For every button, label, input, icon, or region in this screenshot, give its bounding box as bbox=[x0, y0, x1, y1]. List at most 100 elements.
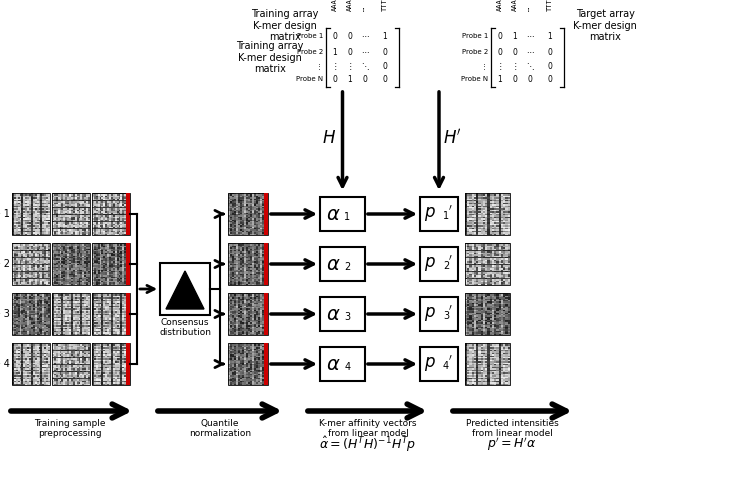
Text: 1: 1 bbox=[332, 47, 338, 57]
Bar bbox=[52, 243, 90, 285]
Bar bbox=[420, 297, 458, 331]
Text: Quantile
normalization: Quantile normalization bbox=[189, 419, 251, 438]
Bar bbox=[320, 347, 365, 381]
Text: Probe N: Probe N bbox=[461, 76, 488, 82]
Bar bbox=[52, 343, 90, 385]
Bar bbox=[420, 197, 458, 231]
Bar bbox=[228, 243, 268, 285]
Text: 2: 2 bbox=[344, 262, 351, 272]
Bar bbox=[126, 343, 130, 385]
Bar bbox=[228, 343, 268, 385]
Text: 0: 0 bbox=[498, 47, 502, 57]
Text: 0: 0 bbox=[513, 75, 517, 83]
Text: ⋯: ⋯ bbox=[361, 47, 369, 57]
Text: $p$: $p$ bbox=[424, 355, 436, 373]
Text: ⋯: ⋯ bbox=[526, 32, 533, 41]
Text: Consensus
distribution: Consensus distribution bbox=[159, 318, 211, 337]
Text: $p$: $p$ bbox=[424, 205, 436, 223]
Text: $'$: $'$ bbox=[448, 204, 453, 218]
Bar bbox=[465, 193, 510, 235]
Text: ⋯: ⋯ bbox=[527, 7, 533, 11]
Bar bbox=[92, 243, 130, 285]
Text: $\alpha$: $\alpha$ bbox=[326, 205, 341, 224]
Text: AAAA: AAAA bbox=[332, 0, 338, 11]
Text: 0: 0 bbox=[383, 75, 387, 83]
Text: Sample 1: Sample 1 bbox=[0, 209, 10, 219]
Text: ⋯: ⋯ bbox=[526, 47, 533, 57]
Text: ⋮: ⋮ bbox=[316, 63, 323, 69]
Text: AAAC: AAAC bbox=[512, 0, 518, 11]
Text: AAAA: AAAA bbox=[497, 0, 503, 11]
Text: Training array
K-mer design
matrix: Training array K-mer design matrix bbox=[236, 41, 303, 74]
Bar bbox=[228, 293, 268, 335]
Bar bbox=[420, 247, 458, 281]
Text: 1: 1 bbox=[344, 212, 350, 222]
Bar bbox=[320, 247, 365, 281]
Bar bbox=[12, 243, 50, 285]
Text: 1: 1 bbox=[443, 211, 449, 221]
Text: ⋯: ⋯ bbox=[362, 7, 368, 11]
Text: ⋱: ⋱ bbox=[361, 61, 369, 70]
Text: $p' = H'\alpha$: $p' = H'\alpha$ bbox=[487, 435, 537, 453]
Text: Training array
K-mer design
matrix: Training array K-mer design matrix bbox=[252, 9, 318, 42]
Bar bbox=[126, 293, 130, 335]
Text: K-mer affinity vectors
from linear model: K-mer affinity vectors from linear model bbox=[319, 419, 417, 438]
Text: Probe 1: Probe 1 bbox=[297, 33, 323, 39]
Text: AAAC: AAAC bbox=[347, 0, 353, 11]
Bar bbox=[52, 193, 90, 235]
Text: 0: 0 bbox=[548, 61, 553, 70]
Text: 1: 1 bbox=[513, 32, 517, 41]
Text: 1: 1 bbox=[347, 75, 352, 83]
Text: $p$: $p$ bbox=[424, 305, 436, 323]
Bar bbox=[92, 343, 130, 385]
Text: Target array
K-mer design
matrix: Target array K-mer design matrix bbox=[573, 9, 637, 42]
Bar bbox=[160, 263, 210, 315]
Text: $H'$: $H'$ bbox=[443, 128, 462, 148]
Text: 3: 3 bbox=[344, 312, 350, 322]
Text: Sample 2: Sample 2 bbox=[0, 259, 10, 269]
Text: ⋮: ⋮ bbox=[496, 61, 504, 70]
Bar bbox=[126, 243, 130, 285]
Text: 0: 0 bbox=[347, 47, 352, 57]
Text: 1: 1 bbox=[498, 75, 502, 83]
Bar bbox=[52, 293, 90, 335]
Bar bbox=[465, 343, 510, 385]
Text: $\alpha$: $\alpha$ bbox=[326, 305, 341, 323]
Text: $\alpha$: $\alpha$ bbox=[326, 354, 341, 374]
Bar bbox=[92, 193, 130, 235]
Text: 2: 2 bbox=[443, 261, 449, 271]
Text: 0: 0 bbox=[383, 47, 387, 57]
Polygon shape bbox=[166, 271, 204, 309]
Text: 3: 3 bbox=[443, 311, 449, 321]
Text: Probe 1: Probe 1 bbox=[462, 33, 488, 39]
Text: Training sample
preprocessing: Training sample preprocessing bbox=[34, 419, 106, 438]
Text: 0: 0 bbox=[332, 75, 338, 83]
Text: 4: 4 bbox=[344, 362, 350, 372]
Text: ⋮: ⋮ bbox=[511, 61, 519, 70]
Text: Probe 2: Probe 2 bbox=[462, 49, 488, 55]
Text: 0: 0 bbox=[498, 32, 502, 41]
Text: Probe 2: Probe 2 bbox=[297, 49, 323, 55]
Bar bbox=[320, 197, 365, 231]
Text: $'$: $'$ bbox=[448, 254, 453, 268]
Text: TTTTTT: TTTTTT bbox=[547, 0, 553, 11]
Text: ⋯: ⋯ bbox=[361, 32, 369, 41]
Bar bbox=[420, 347, 458, 381]
Bar bbox=[12, 293, 50, 335]
Text: Predicted intensities
from linear model: Predicted intensities from linear model bbox=[466, 419, 559, 438]
Bar bbox=[264, 193, 268, 235]
Text: 0: 0 bbox=[363, 75, 367, 83]
Bar bbox=[465, 293, 510, 335]
Bar bbox=[228, 193, 268, 235]
Bar bbox=[12, 343, 50, 385]
Bar bbox=[465, 243, 510, 285]
Text: 0: 0 bbox=[383, 61, 387, 70]
Text: $'$: $'$ bbox=[448, 354, 453, 368]
Bar bbox=[126, 193, 130, 235]
Bar bbox=[92, 293, 130, 335]
Text: 1: 1 bbox=[548, 32, 552, 41]
Text: ⋮: ⋮ bbox=[347, 61, 354, 70]
Text: 1: 1 bbox=[383, 32, 387, 41]
Text: $\hat{\alpha} = (H^TH)^{-1}H^Tp$: $\hat{\alpha} = (H^TH)^{-1}H^Tp$ bbox=[319, 434, 417, 454]
Text: 0: 0 bbox=[548, 75, 553, 83]
